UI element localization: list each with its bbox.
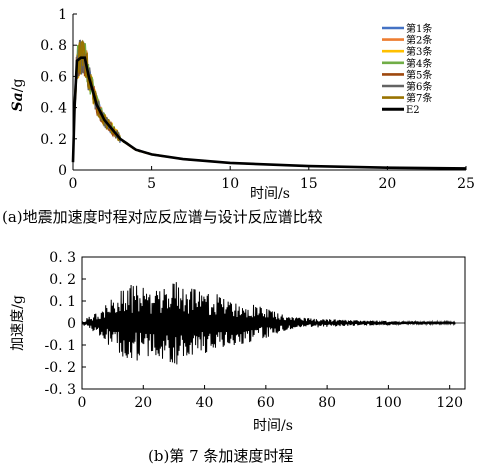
chart-a-series-record-4 xyxy=(72,43,464,170)
chart-b-y-tick-label: -0. 3 xyxy=(45,382,76,398)
chart-a-caption: (a)地震加速度时程对应反应谱与设计反应谱比较 xyxy=(2,208,323,226)
chart-b-x-tick-label: 80 xyxy=(318,395,336,411)
chart-a-x-tick-label: 10 xyxy=(221,176,239,192)
chart-a-legend-label: E2 xyxy=(406,105,420,116)
chart-a-legend-label: 第2条 xyxy=(406,34,432,47)
chart-b-x-tick-label: 120 xyxy=(436,395,463,411)
chart-b-x-tick-label: 0 xyxy=(78,395,87,411)
chart-b-y-label: 加速度/g xyxy=(10,295,26,351)
chart-a-legend-label: 第1条 xyxy=(406,22,432,35)
chart-b-y-tick-label: -0. 2 xyxy=(45,360,76,376)
chart-b-x-tick-label: 40 xyxy=(196,395,214,411)
chart-a-y-tick-label: 0. 4 xyxy=(40,101,67,117)
chart-a-legend-label: 第4条 xyxy=(406,57,432,70)
chart-a-x-tick-label: 0 xyxy=(69,176,78,192)
chart-a-y-tick-label: 0. 2 xyxy=(40,132,67,148)
chart-a-x-tick-label: 20 xyxy=(378,176,396,192)
chart-a-series xyxy=(71,39,467,170)
chart-a-series-record-7 xyxy=(72,39,464,170)
chart-b: 0 20 40 60 80 100 120 -0. 3 -0. 2 -0. 1 0 0. 1 0. 2 0… xyxy=(10,250,466,465)
chart-a-legend-label: 第3条 xyxy=(406,45,432,58)
chart-a-legend-label: 第7条 xyxy=(406,92,432,105)
chart-b-y-tick-label: 0 xyxy=(67,316,76,332)
chart-a-y-tick-label: 0 xyxy=(58,163,67,179)
chart-a-x-tick-label: 5 xyxy=(147,176,156,192)
chart-b-y-tick-label: 0. 3 xyxy=(49,250,76,266)
svg-text:Sa/g: Sa/g xyxy=(10,79,26,112)
chart-a-y-label-unit: /g xyxy=(10,79,26,93)
chart-a-y-tick-label: 0. 8 xyxy=(40,38,67,54)
chart-a-legend-label: 第6条 xyxy=(406,80,432,93)
chart-a-legend-label: 第5条 xyxy=(406,68,432,81)
chart-b-x-tick-label: 100 xyxy=(375,395,402,411)
chart-b-x-tick-label: 60 xyxy=(257,395,275,411)
chart-a-y-label: Sa/g xyxy=(10,79,26,112)
chart-b-x-label: 时间/s xyxy=(253,418,293,434)
chart-b-y-tick-label: 0. 1 xyxy=(49,294,76,310)
chart-a-x-label: 时间/s xyxy=(250,186,290,202)
chart-b-series-acceleration xyxy=(81,282,456,365)
chart-b-y-tick-label: 0. 2 xyxy=(49,272,76,288)
chart-a-series-record-5 xyxy=(72,42,464,170)
chart-b-y-tick-label: -0. 1 xyxy=(45,338,76,354)
chart-b-ticks: 0 20 40 60 80 100 120 -0. 3 -0. 2 -0. 1 0 0. 1 0. 2 0… xyxy=(45,250,464,411)
chart-a-x-tick-label: 15 xyxy=(300,176,318,192)
chart-a-x-tick-label: 25 xyxy=(457,176,475,192)
chart-a-series-record-3 xyxy=(72,45,464,170)
chart-a-series-e2 xyxy=(71,56,467,170)
chart-a-series-record-6 xyxy=(72,39,464,170)
chart-a: 0 5 10 15 20 25 0 0. 2 0. 4 0. 6 0. 8 1 Sa/g 时间/s 第… xyxy=(2,7,475,226)
chart-a-series-record-1 xyxy=(72,43,464,170)
chart-a-ticks: 0 5 10 15 20 25 0 0. 2 0. 4 0. 6 0. 8 1 xyxy=(40,7,475,192)
chart-a-y-tick-label: 0. 6 xyxy=(40,69,67,85)
chart-a-y-label-main: Sa xyxy=(10,92,26,111)
chart-b-x-tick-label: 20 xyxy=(134,395,152,411)
chart-a-series-record-2 xyxy=(72,49,464,170)
chart-a-y-tick-label: 1 xyxy=(58,7,67,23)
chart-b-caption: (b)第 7 条加速度时程 xyxy=(148,447,293,465)
